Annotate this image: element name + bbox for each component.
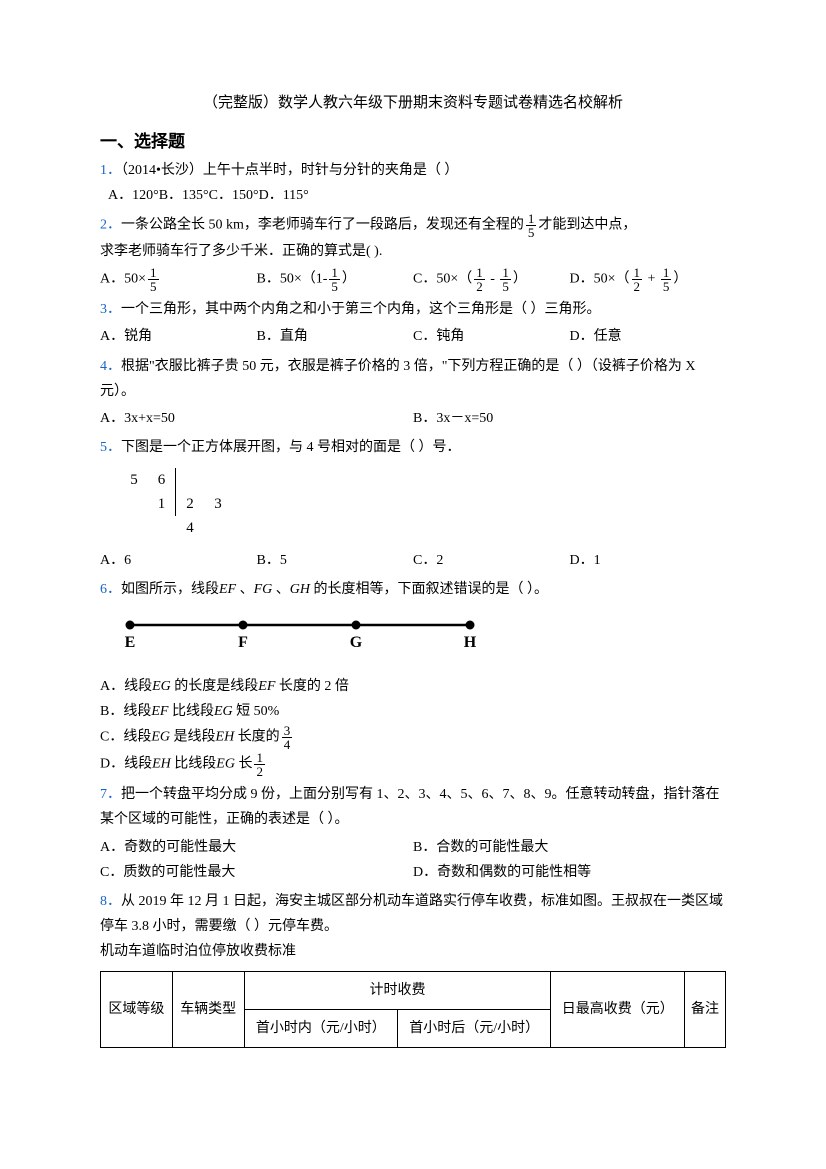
th-after-hour: 首小时后（元/小时）: [398, 1009, 551, 1047]
q8-subtitle: 机动车道临时泊位停放收费标准: [100, 939, 726, 964]
q8-number: 8．: [100, 894, 121, 909]
q7-options: A．奇数的可能性最大 B．合数的可能性最大 C．质数的可能性最大 D．奇数和偶数…: [100, 835, 726, 885]
question-4: 4．根据"衣服比裤子贵 50 元，衣服是裤子价格的 3 倍，"下列方程正确的是（…: [100, 354, 726, 432]
q1-number: 1．: [100, 163, 121, 178]
q7-text: 把一个转盘平均分成 9 份，上面分别写有 1、2、3、4、5、6、7、8、9。任…: [100, 787, 720, 827]
q5-optC: C．2: [413, 548, 570, 573]
q3-number: 3．: [100, 302, 121, 317]
doc-title: （完整版）数学人教六年级下册期末资料专题试卷精选名校解析: [100, 90, 726, 117]
q3-text: 一个三角形，其中两个内角之和小于第三个内角，这个三角形是（ ）三角形。: [121, 302, 601, 317]
question-1: 1．（2014•长沙）上午十点半时，时针与分针的夹角是（ ） A．120°B．1…: [100, 158, 726, 208]
th-timed: 计时收费: [244, 971, 551, 1009]
label-E: E: [125, 634, 136, 651]
q3-optC: C．钝角: [413, 324, 570, 349]
question-2: 2．一条公路全长 50 km，李老师骑车行了一段路后，发现还有全程的15才能到达…: [100, 212, 726, 293]
q5-options: A．6 B．5 C．2 D．1: [100, 548, 726, 573]
q2-text-post: 才能到达中点，: [538, 218, 636, 233]
q4-optB: B．3x－x=50: [413, 406, 726, 431]
q2-text-pre: 一条公路全长 50 km，李老师骑车行了一段路后，发现还有全程的: [121, 218, 524, 233]
line-segment-diagram: E F G H: [120, 613, 726, 664]
q4-number: 4．: [100, 359, 121, 374]
section-choice: 一、选择题: [100, 127, 726, 158]
q1-options: A．120°B．135°C．150°D．115°: [108, 183, 726, 208]
q2-options: A．50×15 B．50×（1-15） C．50×（12 - 15） D．50×…: [100, 266, 726, 293]
frac-1-5: 15: [526, 212, 537, 239]
question-8: 8．从 2019 年 12 月 1 日起，海安主城区部分机动车道路实行停车收费，…: [100, 889, 726, 1048]
segment-svg: E F G H: [120, 613, 480, 655]
q5-number: 5．: [100, 440, 121, 455]
th-vehicle: 车辆类型: [172, 971, 244, 1047]
q2-optA: A．50×15: [100, 266, 257, 293]
question-3: 3．一个三角形，其中两个内角之和小于第三个内角，这个三角形是（ ）三角形。 A．…: [100, 297, 726, 349]
q6-optC: C．线段EG 是线段EH 长度的34: [100, 724, 726, 751]
th-area: 区域等级: [101, 971, 173, 1047]
th-daymax: 日最高收费（元）: [551, 971, 685, 1047]
q3-optB: B．直角: [257, 324, 414, 349]
label-G: G: [350, 634, 363, 651]
q6-optB: B．线段EF 比线段EG 短 50%: [100, 699, 726, 724]
label-H: H: [464, 634, 477, 651]
q7-optA: A．奇数的可能性最大: [100, 835, 413, 860]
q4-options: A．3x+x=50 B．3x－x=50: [100, 406, 726, 431]
q3-optA: A．锐角: [100, 324, 257, 349]
th-first-hour: 首小时内（元/小时）: [244, 1009, 397, 1047]
question-7: 7．把一个转盘平均分成 9 份，上面分别写有 1、2、3、4、5、6、7、8、9…: [100, 782, 726, 885]
q6-number: 6．: [100, 582, 121, 597]
q1-text: （2014•长沙）上午十点半时，时针与分针的夹角是（ ）: [121, 163, 458, 178]
q7-number: 7．: [100, 787, 121, 802]
q2-line2: 求李老师骑车行了多少千米．正确的算式是( ).: [100, 239, 726, 264]
q2-optC: C．50×（12 - 15）: [413, 266, 570, 293]
q7-optB: B．合数的可能性最大: [413, 835, 726, 860]
q8-text: 从 2019 年 12 月 1 日起，海安主城区部分机动车道路实行停车收费，标准…: [100, 894, 723, 934]
q3-options: A．锐角 B．直角 C．钝角 D．任意: [100, 324, 726, 349]
q4-text: 根据"衣服比裤子贵 50 元，衣服是裤子价格的 3 倍，"下列方程正确的是（ ）…: [100, 359, 696, 399]
q3-optD: D．任意: [570, 324, 727, 349]
label-F: F: [238, 634, 248, 651]
question-5: 5．下图是一个正方体展开图，与 4 号相对的面是（ ）号． 56 123 4 A…: [100, 435, 726, 573]
q6-optA: A．线段EG 的长度是线段EF 长度的 2 倍: [100, 674, 726, 699]
q4-optA: A．3x+x=50: [100, 406, 413, 431]
q2-optD: D．50×（12 + 15）: [570, 266, 727, 293]
cube-net-diagram: 56 123 4: [120, 468, 726, 540]
q5-optA: A．6: [100, 548, 257, 573]
q5-optB: B．5: [257, 548, 414, 573]
q5-text: 下图是一个正方体展开图，与 4 号相对的面是（ ）号．: [121, 440, 461, 455]
q2-optB: B．50×（1-15）: [257, 266, 414, 293]
q5-optD: D．1: [570, 548, 727, 573]
q7-optD: D．奇数和偶数的可能性相等: [413, 860, 726, 885]
q6-optD: D．线段EH 比线段EG 长12: [100, 751, 726, 778]
th-note: 备注: [685, 971, 726, 1047]
parking-fee-table: 区域等级 车辆类型 计时收费 日最高收费（元） 备注 首小时内（元/小时） 首小…: [100, 971, 726, 1048]
q2-number: 2．: [100, 218, 121, 233]
question-6: 6．如图所示，线段EF 、FG 、GH 的长度相等，下面叙述错误的是（ ）。 E…: [100, 577, 726, 778]
q7-optC: C．质数的可能性最大: [100, 860, 413, 885]
